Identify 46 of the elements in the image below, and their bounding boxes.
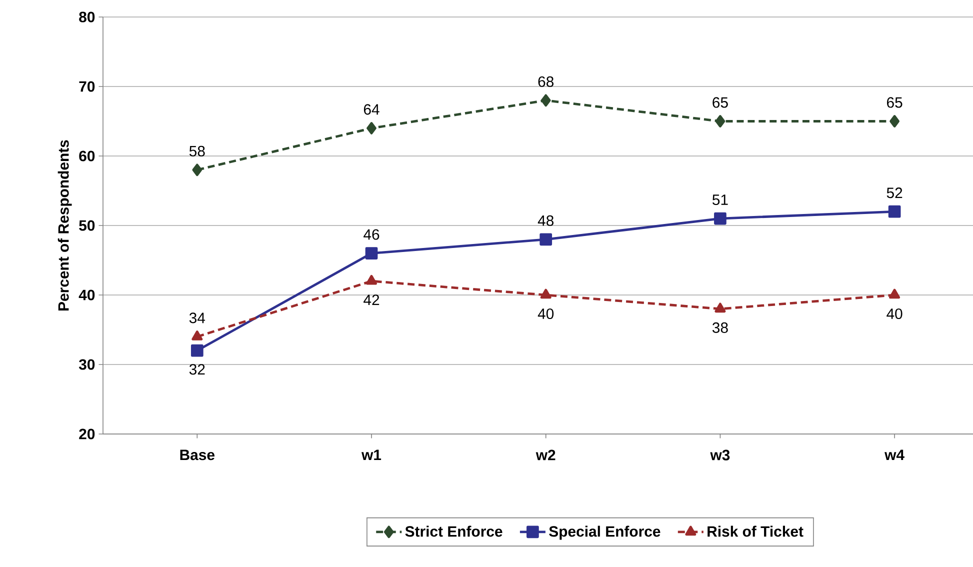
point: [715, 115, 726, 128]
x-tick-label: w3: [710, 450, 730, 460]
point: [365, 247, 378, 260]
point: [540, 288, 552, 299]
point: [366, 274, 378, 285]
y-tick-label: 30: [78, 359, 95, 370]
x-tick-label: w2: [536, 450, 556, 460]
data-label: 42: [364, 294, 380, 306]
point: [192, 164, 202, 176]
data-label: 40: [886, 308, 902, 320]
y-tick-label: 20: [79, 428, 95, 440]
y-tick-label: 50: [79, 220, 95, 231]
point: [192, 330, 203, 340]
data-label: 65: [712, 97, 728, 108]
data-label: 38: [712, 322, 728, 333]
y-tick-label: 60: [79, 150, 95, 162]
x-tick-label: w4: [884, 450, 904, 460]
data-label: 58: [189, 146, 205, 156]
legend-label: Risk of Ticket: [708, 526, 804, 537]
legend-label: Special Enforce: [549, 526, 660, 540]
data-label: 51: [712, 194, 728, 206]
x-tick-label: w1: [361, 450, 382, 460]
y-axis-title: Percent of Respondents: [58, 140, 72, 310]
data-label: 68: [538, 76, 554, 87]
data-label: 48: [538, 215, 554, 226]
data-label: 34: [189, 312, 206, 324]
legend-label: Strict Enforce: [405, 526, 502, 537]
point: [366, 122, 376, 134]
y-tick-label: 40: [78, 290, 95, 300]
point: [714, 212, 726, 225]
data-label: 32: [189, 364, 205, 375]
y-tick-label: 80: [79, 12, 95, 22]
data-label: 64: [364, 104, 380, 115]
data-label: 46: [364, 229, 380, 240]
point: [540, 94, 551, 107]
point: [889, 288, 900, 299]
point: [888, 205, 901, 218]
y-tick-label: 70: [79, 81, 95, 92]
data-label: 40: [538, 308, 554, 320]
point: [890, 115, 900, 128]
data-label: 65: [887, 97, 902, 108]
data-label: 52: [886, 188, 902, 198]
x-tick-label: Base: [180, 450, 214, 460]
point: [714, 302, 726, 313]
point: [540, 233, 552, 246]
point: [190, 344, 204, 357]
